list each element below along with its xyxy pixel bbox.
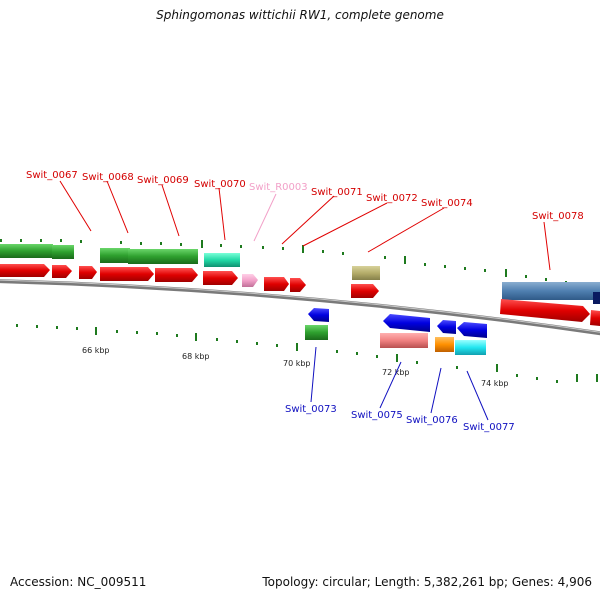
rna-leader-line xyxy=(253,193,277,242)
cds-forward-7[interactable] xyxy=(264,277,289,291)
cds-forward-5[interactable] xyxy=(155,268,198,282)
rna-r0003[interactable] xyxy=(242,274,258,287)
cds-forward-10[interactable] xyxy=(500,299,590,322)
gene-label-swit-0075[interactable]: Swit_0075 xyxy=(351,410,403,421)
cds-reverse-0073[interactable] xyxy=(308,308,329,322)
feature-steel[interactable] xyxy=(502,282,600,300)
upper-tick-row xyxy=(0,239,587,287)
cds-reverse-3[interactable] xyxy=(457,322,487,338)
cds-forward-4[interactable] xyxy=(100,267,154,281)
feature-salmon-0075[interactable] xyxy=(380,333,428,348)
gene-label-swit-r0003[interactable]: Swit_R0003 xyxy=(249,182,308,193)
scale-label-68: 68 kbp xyxy=(182,352,210,361)
accession-label: Accession: NC_009511 xyxy=(10,575,147,589)
cds-forward-1[interactable] xyxy=(0,264,50,277)
feature-green-3[interactable] xyxy=(100,248,130,263)
gene-label-swit-0076[interactable]: Swit_0076 xyxy=(406,415,458,426)
gene-label-swit-0069[interactable]: Swit_0069 xyxy=(137,175,189,186)
gene-label-swit-0068[interactable]: Swit_0068 xyxy=(82,172,134,183)
cds-reverse-2[interactable] xyxy=(437,320,456,334)
gene-label-swit-0074[interactable]: Swit_0074 xyxy=(421,198,473,209)
gene-label-swit-0071[interactable]: Swit_0071 xyxy=(311,187,363,198)
cds-forward-3[interactable] xyxy=(79,266,97,279)
scale-label-74: 74 kbp xyxy=(481,379,509,388)
lower-tick-row xyxy=(16,324,598,383)
genome-backbone xyxy=(0,279,600,336)
top-leader-lines xyxy=(59,180,551,271)
feature-green-5[interactable] xyxy=(305,325,328,340)
map-title: Sphingomonas wittichii RW1, complete gen… xyxy=(156,8,444,22)
scale-label-66: 66 kbp xyxy=(82,346,110,355)
genome-summary: Topology: circular; Length: 5,382,261 bp… xyxy=(262,575,592,589)
feature-navy[interactable] xyxy=(593,292,600,304)
gene-label-swit-0067[interactable]: Swit_0067 xyxy=(26,170,78,181)
cds-forward-2[interactable] xyxy=(52,265,72,278)
cds-forward-9[interactable] xyxy=(351,284,379,298)
gene-label-swit-0070[interactable]: Swit_0070 xyxy=(194,179,246,190)
bottom-leader-lines xyxy=(310,346,489,421)
cds-forward-6[interactable] xyxy=(203,271,238,285)
gene-label-swit-0072[interactable]: Swit_0072 xyxy=(366,193,418,204)
cds-forward-8[interactable] xyxy=(290,278,306,292)
feature-olive[interactable] xyxy=(352,266,380,280)
gene-label-swit-0078[interactable]: Swit_0078 xyxy=(532,211,584,222)
cds-reverse-1[interactable] xyxy=(383,314,430,332)
scale-label-70: 70 kbp xyxy=(283,359,311,368)
feature-cyan-0077[interactable] xyxy=(455,340,486,355)
gene-label-swit-0073[interactable]: Swit_0073 xyxy=(285,404,337,415)
gene-label-swit-0077[interactable]: Swit_0077 xyxy=(463,422,515,433)
feature-teal[interactable] xyxy=(204,253,240,267)
feature-orange-0076[interactable] xyxy=(435,337,454,352)
feature-green-2[interactable] xyxy=(52,245,74,259)
feature-green-1[interactable] xyxy=(0,244,53,258)
cds-forward-11[interactable] xyxy=(590,310,600,326)
feature-green-4[interactable] xyxy=(128,249,198,264)
